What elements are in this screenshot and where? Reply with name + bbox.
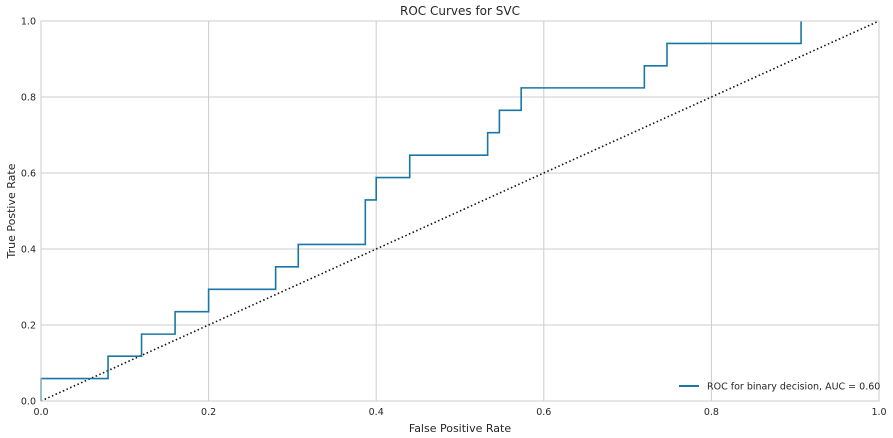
x-tick-label: 0.0	[33, 407, 48, 418]
y-tick-labels: 0.0 0.2 0.4 0.6 0.8 1.0	[21, 17, 36, 408]
plot-frame	[40, 20, 880, 402]
legend-entry-label: ROC for binary decision, AUC = 0.60	[707, 382, 880, 393]
reference-layer	[40, 20, 880, 402]
diagonal-reference-line	[40, 20, 880, 402]
x-tick-label: 0.8	[704, 407, 719, 418]
y-tick-label: 0.2	[21, 321, 36, 332]
x-tick-label: 0.6	[536, 407, 551, 418]
y-tick-label: 0.6	[21, 169, 36, 180]
y-tick-label: 0.8	[21, 93, 36, 104]
y-tick-label: 0.0	[21, 397, 36, 408]
chart-title: ROC Curves for SVC	[400, 4, 520, 18]
x-axis-label: False Positive Rate	[409, 422, 511, 435]
x-tick-labels: 0.0 0.2 0.4 0.6 0.8 1.0	[33, 407, 886, 418]
roc-curve-line	[40, 21, 802, 401]
x-tick-label: 0.2	[201, 407, 216, 418]
y-tick-label: 0.4	[21, 245, 36, 256]
x-tick-label: 1.0	[871, 407, 886, 418]
y-axis-label: True Postive Rate	[5, 163, 18, 259]
legend: ROC for binary decision, AUC = 0.60	[679, 382, 880, 393]
series-layer	[40, 21, 802, 401]
x-tick-label: 0.4	[369, 407, 384, 418]
y-tick-label: 1.0	[21, 17, 36, 28]
